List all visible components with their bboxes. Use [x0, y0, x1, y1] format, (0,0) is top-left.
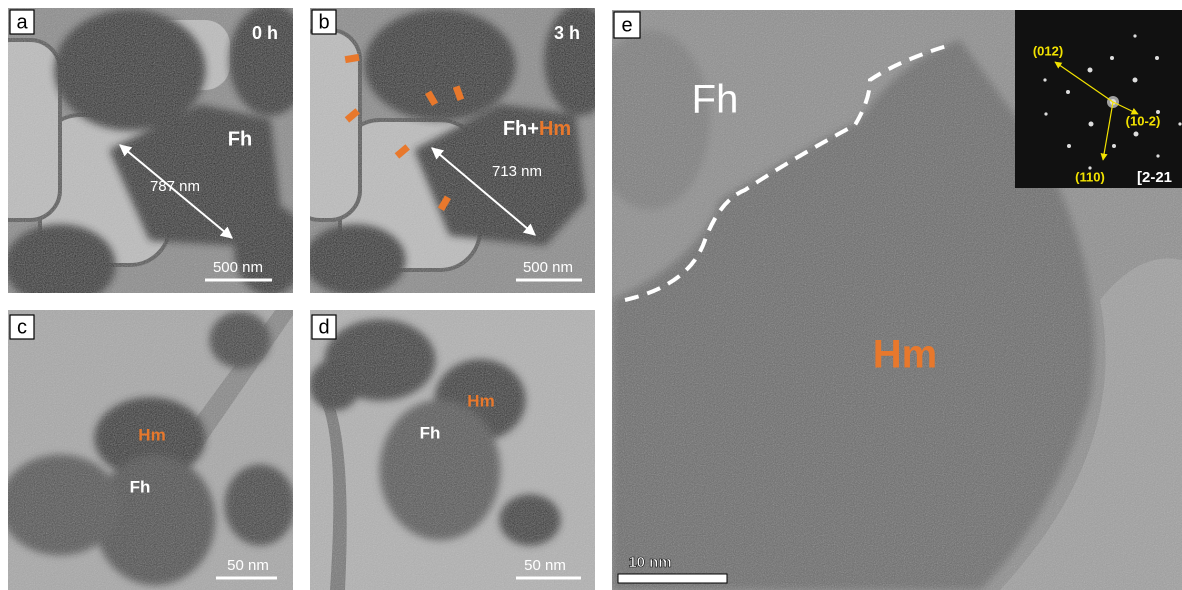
panel-label: e [621, 14, 632, 36]
panel-label: c [17, 316, 27, 338]
phase-label: Fh [420, 423, 441, 442]
diffraction-spot-label: (110) [1075, 169, 1105, 184]
phase-label: Fh [692, 78, 739, 122]
time-label: 3 h [554, 23, 580, 43]
saed-inset [1015, 10, 1182, 188]
zone-axis-label: [2-21 [1137, 169, 1172, 186]
phase-label: Hm [873, 333, 937, 377]
phase-hm: Hm [539, 118, 571, 140]
figure: a 0 h Fh 787 nm 500 nm b 3 h Fh+Hm [0, 0, 1182, 590]
scale-label: 500 nm [213, 259, 263, 276]
distance-label: 713 nm [492, 163, 542, 180]
panel-b-image [290, 5, 615, 295]
panel-a-image [0, 5, 310, 305]
phase-label: Fh [228, 128, 252, 150]
scale-label: 10 nm [628, 554, 671, 571]
panel-label: a [16, 11, 28, 33]
panel-label: d [318, 316, 329, 338]
scale-label: 500 nm [523, 259, 573, 276]
panel-d-image [310, 310, 595, 590]
diffraction-spot-label: (10-2) [1126, 113, 1161, 128]
panel-label: b [318, 11, 329, 33]
phase-label: Fh+Hm [503, 118, 571, 140]
scale-bar [618, 574, 727, 583]
phase-label: Hm [467, 391, 494, 410]
phase-label: Fh [130, 477, 151, 496]
scale-label: 50 nm [227, 557, 269, 574]
distance-label: 787 nm [150, 178, 200, 195]
phase-fh: Fh+ [503, 118, 539, 140]
diffraction-spot-label: (012) [1033, 43, 1063, 58]
time-label: 0 h [252, 23, 278, 43]
scale-label: 50 nm [524, 557, 566, 574]
phase-label: Hm [138, 425, 165, 444]
